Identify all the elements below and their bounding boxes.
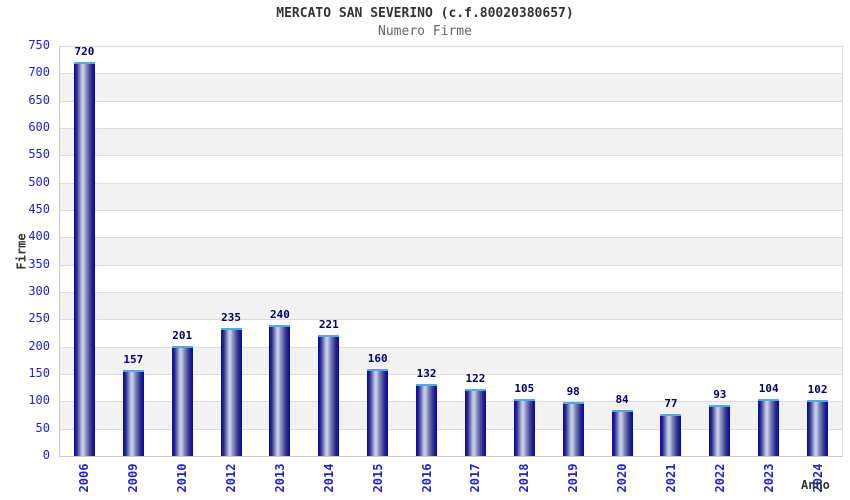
x-tick-label: 2022 [712, 463, 727, 493]
bar-value-label: 122 [465, 372, 486, 386]
bar-value-label: 160 [367, 351, 388, 365]
y-tick-label: 600 [28, 120, 50, 134]
bar-2019 [562, 402, 584, 456]
plot-band [60, 237, 842, 266]
y-tick-label: 0 [42, 448, 50, 462]
bar-value-label: 157 [123, 353, 144, 367]
bar-value-label: 77 [664, 396, 678, 410]
bar-2021 [660, 413, 682, 456]
y-tick-label: 700 [28, 65, 50, 80]
y-tick-label: 750 [28, 38, 50, 52]
y-tick-label: 100 [28, 393, 50, 408]
bar-value-label: 221 [318, 318, 339, 332]
bar-value-label: 102 [807, 383, 828, 397]
x-tick-label: 2015 [370, 463, 385, 493]
bar-value-label: 720 [74, 45, 95, 59]
y-tick-label: 200 [28, 338, 50, 353]
plot-band [60, 292, 842, 321]
bar-value-label: 240 [270, 307, 290, 321]
bar-2010 [171, 346, 193, 456]
bar-2012 [220, 327, 242, 456]
y-tick-label: 500 [28, 174, 50, 189]
x-tick-label: 2017 [468, 463, 483, 493]
x-axis-title: Anno [801, 478, 830, 492]
bar-value-label: 201 [172, 329, 193, 343]
plot-band [60, 73, 842, 102]
bar-value-label: 84 [615, 393, 629, 407]
x-tick-label: 2009 [126, 463, 141, 493]
bar-2022 [709, 405, 731, 456]
plot-band [60, 210, 842, 239]
y-tick-label: 400 [28, 229, 50, 244]
y-tick-label: 350 [28, 256, 50, 271]
y-tick-label: 650 [28, 92, 50, 107]
plot-band [60, 264, 842, 293]
plot-band [60, 182, 842, 211]
bar-2020 [611, 410, 633, 456]
plot-band [60, 100, 842, 129]
chart-title: MERCATO SAN SEVERINO (c.f.80020380657) [276, 6, 574, 21]
x-tick-label: 2023 [761, 463, 776, 493]
plot-border [59, 46, 843, 457]
bar-value-label: 235 [221, 310, 241, 324]
bar-value-label: 104 [758, 382, 779, 396]
x-tick-label: 2019 [566, 463, 581, 493]
bar-value-label: 132 [416, 366, 437, 380]
x-tick-label: 2016 [419, 463, 434, 493]
plot-band [60, 155, 842, 184]
chart-subtitle: Numero Firme [378, 24, 472, 39]
bar-2018 [513, 398, 535, 456]
y-tick-label: 450 [28, 202, 50, 216]
y-tick-label: 150 [28, 366, 50, 380]
bar-value-label: 98 [566, 385, 580, 399]
bar-2009 [122, 370, 144, 456]
x-tick-label: 2010 [175, 463, 190, 493]
x-tick-label: 2018 [517, 463, 532, 493]
bar-2015 [367, 368, 389, 456]
x-tick-label: 2013 [272, 463, 287, 493]
bar-2014 [318, 335, 340, 456]
y-tick-label: 250 [28, 311, 50, 326]
y-tick-label: 50 [35, 420, 50, 435]
y-axis-title: Firme [14, 233, 29, 270]
bar-value-label: 105 [514, 381, 535, 395]
bar-2013 [269, 324, 291, 456]
x-tick-label: 2020 [615, 463, 630, 493]
x-tick-label: 2021 [663, 463, 678, 493]
bar-value-label: 93 [713, 388, 727, 402]
x-tick-label: 2006 [77, 463, 92, 493]
bar-2024 [807, 400, 829, 456]
y-tick-label: 550 [28, 147, 50, 162]
bar-2006 [73, 62, 95, 456]
plot-band [60, 128, 842, 157]
bar-2023 [758, 399, 780, 456]
x-tick-label: 2014 [321, 463, 336, 493]
y-tick-label: 300 [28, 284, 50, 298]
plot-band [60, 46, 842, 75]
bar-2016 [416, 383, 438, 456]
bar-2017 [464, 389, 486, 456]
plot-band [60, 319, 842, 348]
x-tick-label: 2012 [224, 463, 239, 493]
